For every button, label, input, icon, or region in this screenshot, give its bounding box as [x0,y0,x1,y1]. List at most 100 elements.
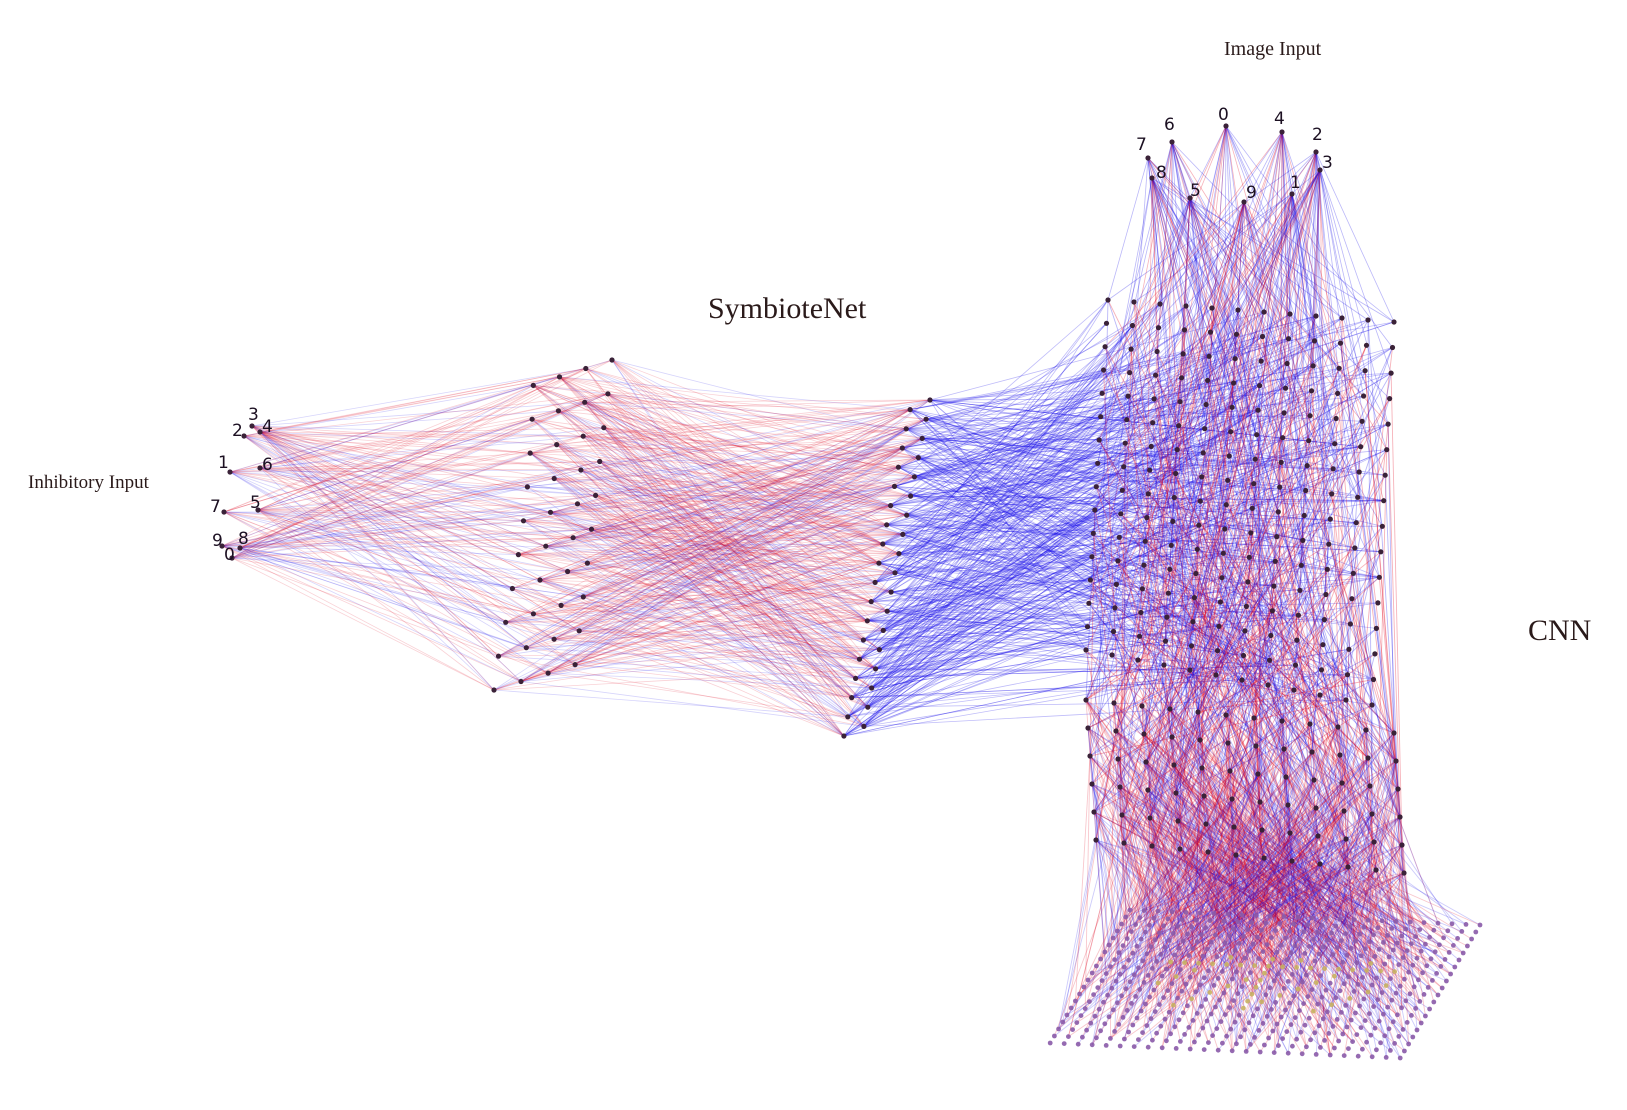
connection-edge [1133,816,1401,1047]
connection-edge [1087,727,1344,963]
connection-edge [1115,311,1265,732]
connection-edge [1257,773,1409,973]
connection-edge [1182,353,1401,818]
connection-edge [1163,664,1201,741]
connection-edge [1289,832,1436,953]
connection-edge [1151,177,1304,541]
connection-edge [1319,863,1407,930]
connection-edge [1347,866,1481,926]
connection-edge [894,572,1377,629]
connection-edge [518,399,931,555]
connection-edge [580,469,876,583]
connection-edge [611,359,923,439]
connection-edge [843,556,1093,737]
connection-edge [1197,711,1321,1048]
connection-edge [1203,779,1315,979]
connection-edge [1175,473,1265,859]
cnn-node [1148,443,1154,449]
connection-edge [231,444,557,559]
cnn-node [1170,518,1176,525]
input-pixel-node [1444,978,1449,984]
connection-edge [575,591,892,665]
connection-edge [1091,537,1120,785]
input-pixel-node [1407,991,1413,997]
connection-edge [518,553,899,555]
connection-edge [1259,869,1377,1053]
connection-edge [1280,462,1319,837]
connection-edge [1255,748,1285,988]
connection-edge [1340,343,1399,790]
connection-edge [1171,773,1259,984]
connection-edge [1220,816,1401,951]
connection-edge [887,548,1198,612]
connection-edge [1173,635,1272,766]
connection-edge [1085,699,1253,995]
input-pixel-node [1302,1022,1308,1028]
connection-edge [239,401,585,549]
input-pixel-node [1477,922,1483,928]
connection-edge [498,457,919,657]
cnn-node [1118,511,1124,517]
connection-edge [1200,720,1283,935]
connection-edge [891,552,1224,593]
cnn-conv-node [1391,730,1397,736]
connection-edge [523,514,907,522]
connection-edge [554,478,899,554]
connection-edge [1343,810,1387,1058]
input-pixel-node [1220,969,1225,974]
cnn-conv-node [1281,746,1287,752]
input-pixel-node [1144,951,1150,957]
input-pixel-node [1264,1014,1270,1019]
connection-edge [257,509,551,513]
input-pixel-node [1326,959,1332,964]
connection-edge [1261,660,1270,831]
connection-edge [1195,813,1373,993]
connection-edge [1275,872,1405,932]
connection-edge [259,431,499,657]
cnn-node [1269,608,1275,614]
connection-edge [223,511,513,589]
connection-edge [1121,814,1261,981]
connection-edge [894,572,1192,647]
connection-edge [229,376,560,473]
connection-edge [1225,125,1386,476]
connection-edge [221,461,600,547]
connection-edge [1100,851,1209,960]
connection-edge [1062,860,1293,1023]
connection-edge [879,347,1393,650]
connection-edge [1285,776,1374,936]
connection-edge [1221,757,1369,1044]
input-pixel-node [1284,1029,1290,1034]
cnn-conv-node [1205,849,1211,855]
connection-edge [533,572,896,615]
connection-edge [259,376,560,469]
cnn-node [1373,625,1379,632]
connection-edge [559,376,923,439]
connection-edge [1195,573,1265,859]
connection-edge [1319,169,1392,374]
connection-edge [1189,197,1275,587]
connection-edge [1163,664,1201,741]
cnn-node [1216,623,1222,629]
connection-edge [243,435,592,530]
connection-edge [874,406,1233,583]
connection-edge [1209,770,1231,921]
input-pixel-node [1115,928,1120,934]
connection-edge [1315,151,1373,706]
connection-edge [887,610,1244,656]
connection-edge [1117,758,1162,955]
input-pixel-node [1459,929,1465,934]
connection-edge [1221,801,1261,972]
connection-edge [1145,393,1338,763]
connection-edge [1149,817,1278,953]
connection-edge [1146,795,1205,1026]
connection-edge [1274,561,1343,784]
connection-edge [1139,804,1289,918]
connection-edge [1130,349,1153,847]
connection-edge [871,317,1343,689]
cnn-node [1200,450,1206,456]
connection-edge [251,425,551,513]
connection-edge [855,576,1380,679]
connection-edge [1252,717,1255,945]
cnn-conv-node [1149,843,1155,849]
